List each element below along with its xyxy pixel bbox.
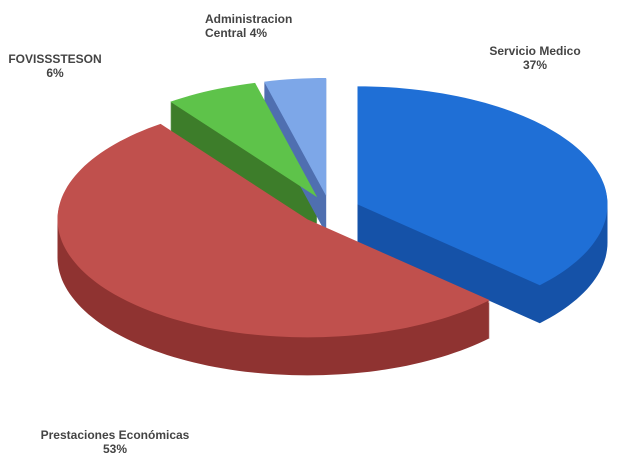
category-label: Administracion Central bbox=[205, 12, 293, 40]
slice bbox=[264, 78, 327, 196]
category-label: Prestaciones Económicas bbox=[40, 428, 190, 442]
category-label: FOVISSSTESON bbox=[8, 52, 102, 66]
slice-label: FOVISSSTESON 6% bbox=[0, 52, 110, 80]
slice bbox=[57, 123, 490, 338]
value-label: 6% bbox=[46, 66, 64, 80]
value-label: 53% bbox=[102, 442, 128, 456]
slice-label: Administracion Central 4% bbox=[205, 12, 335, 40]
slice-label: Prestaciones Económicas 53% bbox=[10, 428, 220, 456]
slice bbox=[170, 82, 318, 198]
slice-label: Servicio Medico 37% bbox=[470, 44, 600, 72]
slice bbox=[357, 86, 608, 286]
category-label: Servicio Medico bbox=[489, 44, 581, 58]
value-label: 37% bbox=[522, 58, 548, 72]
value-label: 4% bbox=[249, 26, 268, 40]
